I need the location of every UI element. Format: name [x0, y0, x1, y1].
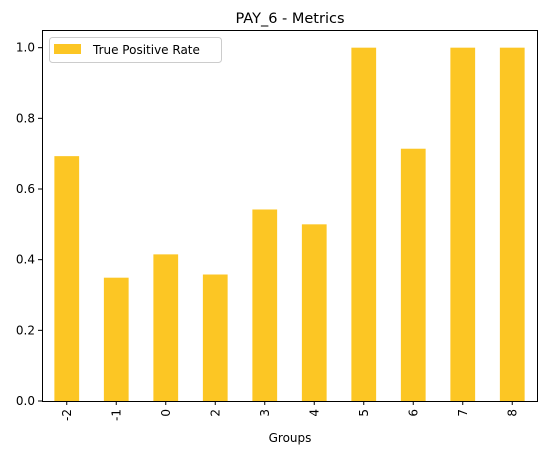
x-tick-label: -1 [109, 409, 123, 421]
legend-label: True Positive Rate [92, 43, 200, 57]
chart-title: PAY_6 - Metrics [235, 11, 344, 27]
x-tick-label: 2 [208, 409, 222, 417]
x-tick-label: 5 [357, 409, 371, 417]
bar--1 [103, 277, 129, 401]
y-axis: 0.0 0.2 0.4 0.6 0.8 1.0 [16, 41, 42, 408]
y-tick-label: 0.4 [16, 253, 35, 267]
x-tick-label: 8 [505, 409, 519, 417]
bar-5 [351, 47, 377, 402]
bar-6 [400, 148, 426, 401]
legend-swatch [54, 44, 81, 54]
y-tick-label: 0.6 [16, 182, 35, 196]
bar-2 [202, 274, 228, 401]
bar-0 [153, 254, 179, 401]
y-tick-label: 0.8 [16, 111, 35, 125]
legend: True Positive Rate [49, 37, 222, 63]
plot-frame [42, 30, 538, 402]
x-tick-label: 6 [406, 409, 420, 417]
x-tick-label: -2 [60, 409, 74, 421]
legend-box [49, 37, 222, 63]
y-tick-label: 0.2 [16, 323, 35, 337]
bar-7 [450, 47, 476, 402]
x-tick-label: 7 [456, 409, 470, 417]
x-axis-label: Groups [269, 431, 312, 445]
y-tick-label: 0.0 [16, 394, 35, 408]
bar-8 [499, 47, 525, 402]
bar-4 [301, 224, 327, 401]
x-tick-label: 4 [307, 409, 321, 417]
bar--2 [54, 156, 80, 401]
bar-3 [252, 209, 278, 401]
x-axis: -2 -1 0 2 3 4 5 6 7 8 [60, 401, 519, 421]
y-tick-label: 1.0 [16, 41, 35, 55]
x-tick-label: 0 [159, 409, 173, 417]
bars-group [54, 47, 525, 402]
x-tick-label: 3 [258, 409, 272, 417]
